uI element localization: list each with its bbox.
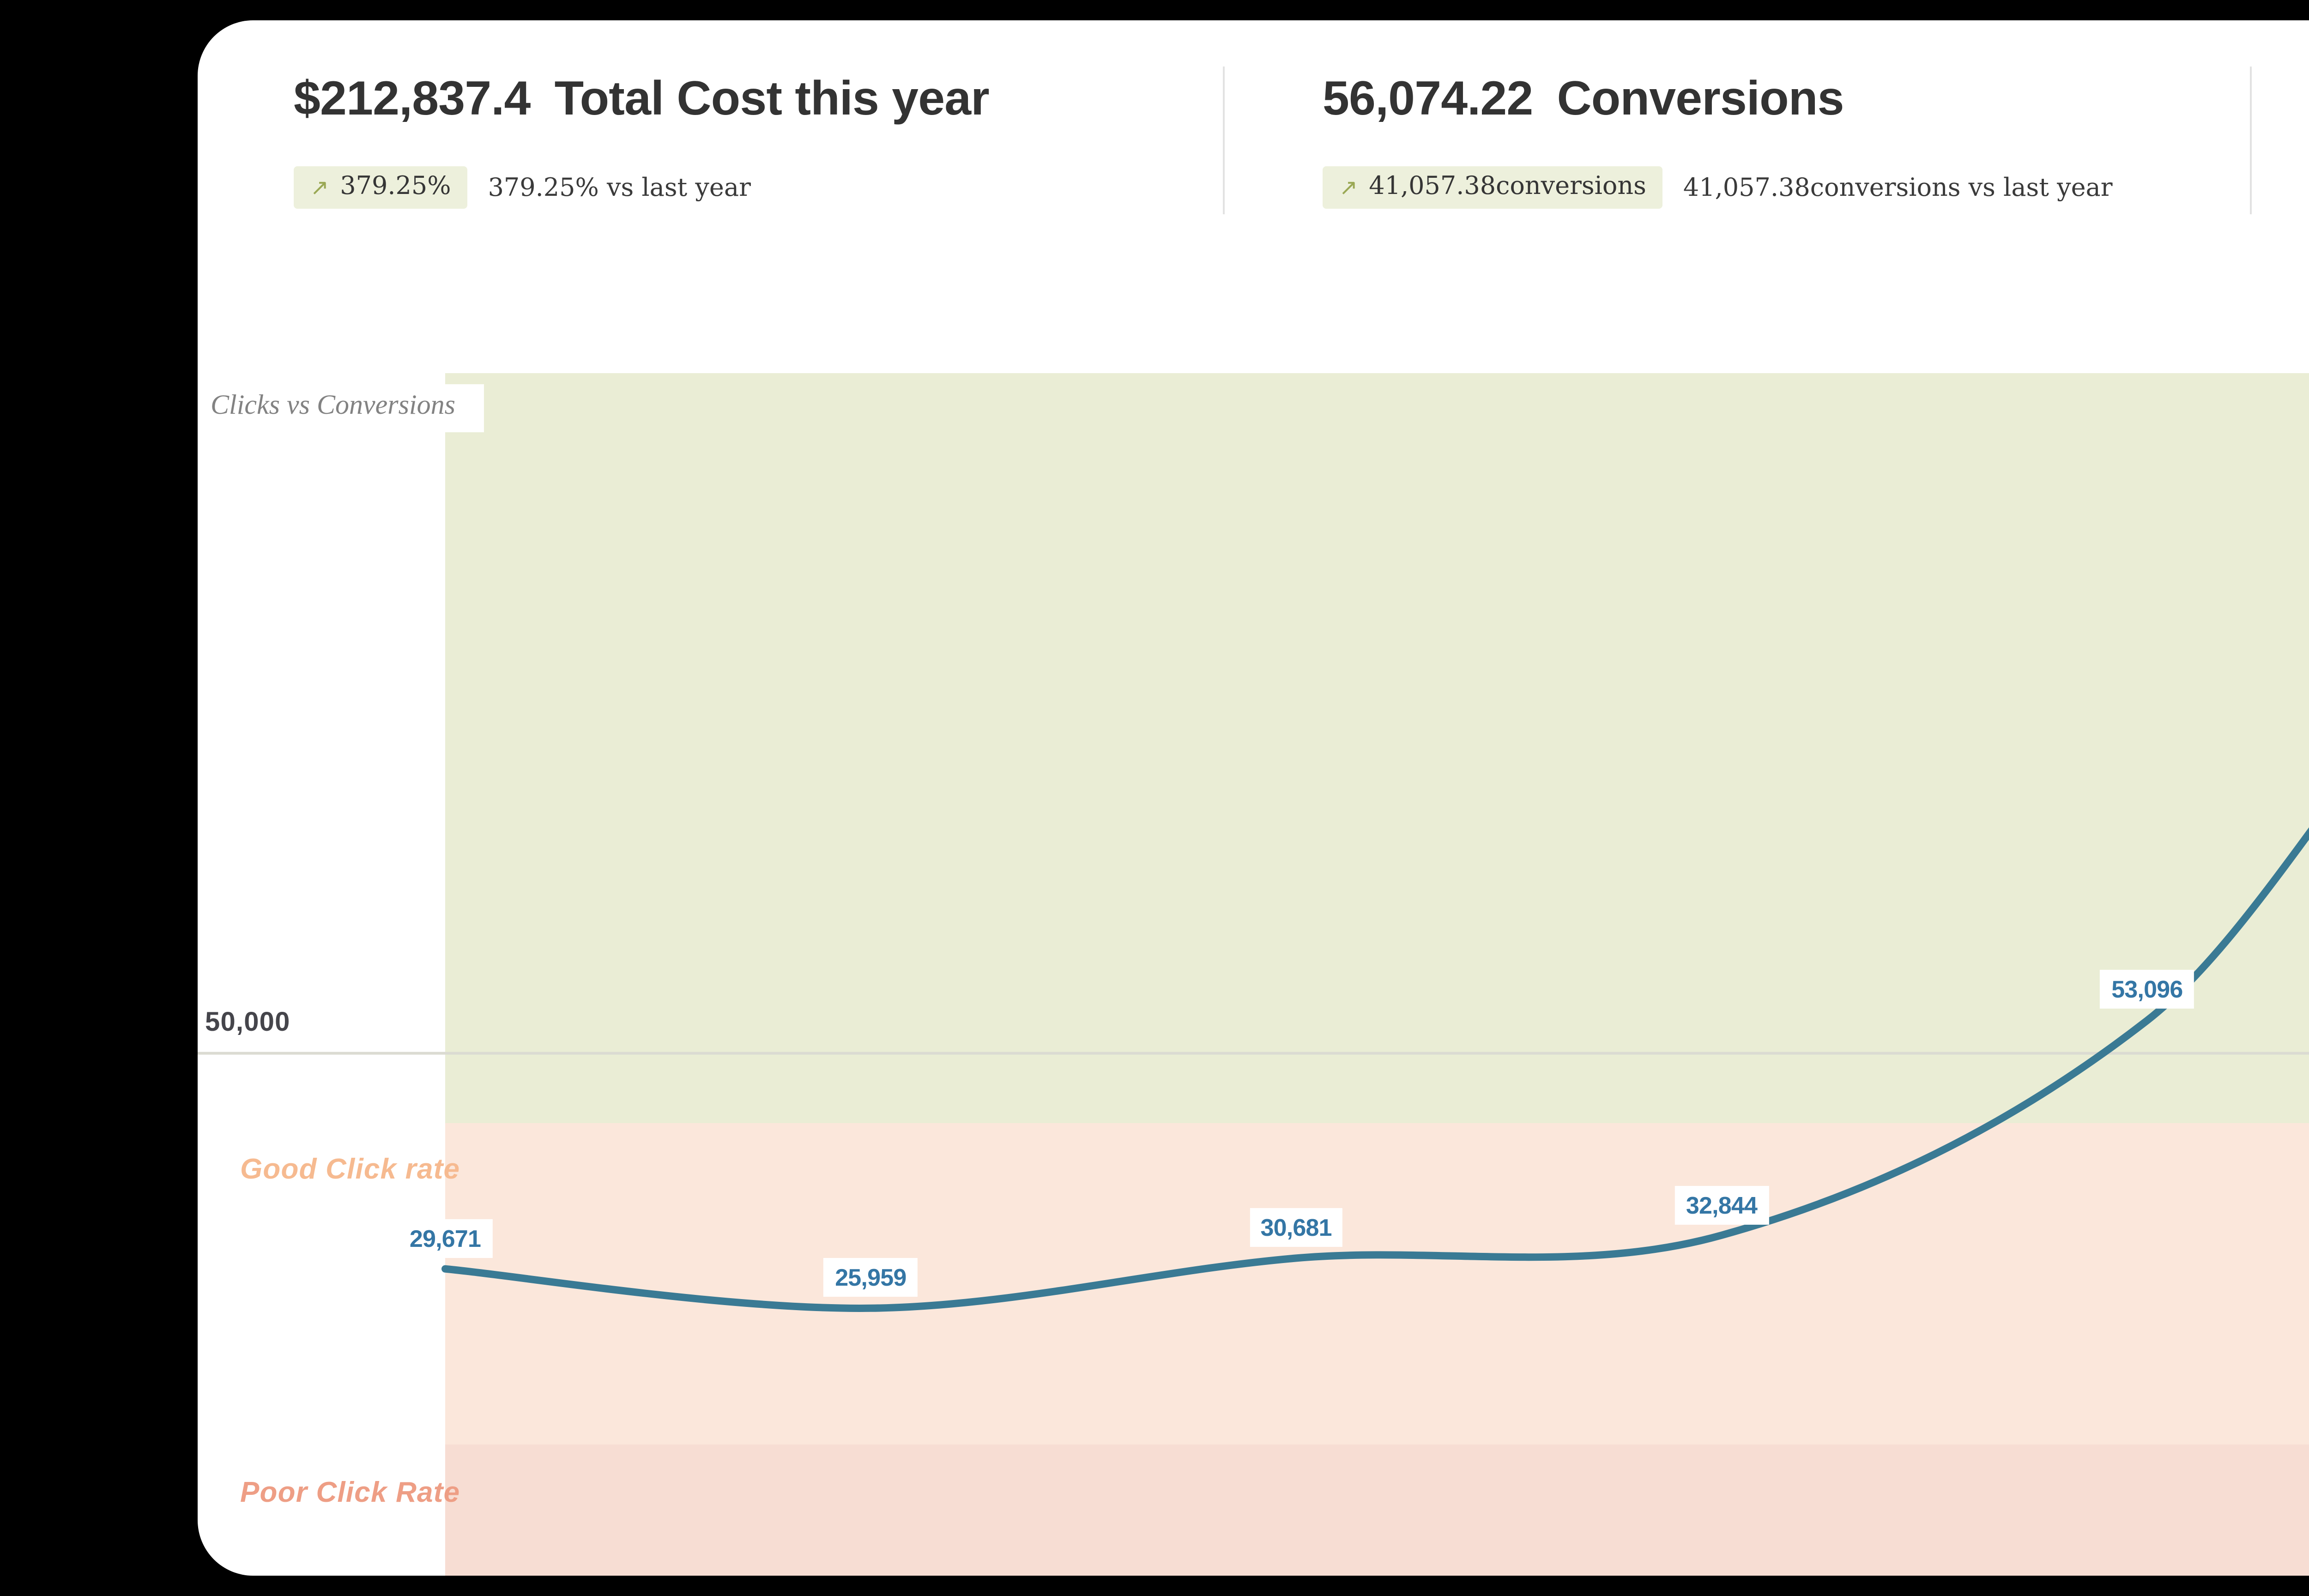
kpi-title-row: 56,074.22 Conversions	[1323, 70, 1844, 127]
trend-up-arrow-icon: ↗	[1339, 175, 1358, 200]
chart-canvas	[198, 373, 2309, 1576]
data-point-label: 29,671	[398, 1219, 492, 1258]
dashboard-card: $212,837.4 Total Cost this year ↗ 379.25…	[198, 20, 2309, 1576]
trend-badge-value: 379.25%	[340, 172, 451, 201]
chart-zone-above-good	[445, 373, 2309, 1123]
trend-badge: ↗ 41,057.38conversions	[1323, 166, 1663, 209]
kpi-divider	[2250, 66, 2252, 214]
kpi-value: $212,837.4	[294, 70, 531, 126]
kpi-value: 56,074.22	[1323, 70, 1533, 126]
comparison-text: 379.25% vs last year	[488, 173, 751, 202]
zone-label-good-click-rate: Good Click rate	[240, 1155, 460, 1186]
chart-title: Clicks vs Conversions	[211, 392, 455, 421]
kpi-comparison-row: ↗ 41,057.38conversions 41,057.38conversi…	[1323, 166, 2113, 209]
kpi-comparison-row: ↗ 379.25% 379.25% vs last year	[294, 166, 751, 209]
kpi-label: Conversions	[1557, 70, 1844, 126]
chart-zone-good-click-rate	[445, 1123, 2309, 1445]
trend-badge: ↗ 379.25%	[294, 166, 468, 209]
data-point-label: 32,844	[1674, 1185, 1769, 1224]
comparison-text: 41,057.38conversions vs last year	[1683, 173, 2113, 202]
kpi-title-row: $212,837.4 Total Cost this year	[294, 70, 990, 127]
kpi-divider	[1223, 66, 1225, 214]
kpi-header: $212,837.4 Total Cost this year ↗ 379.25…	[198, 20, 2309, 371]
data-point-label: 30,681	[1249, 1208, 1343, 1247]
data-point-label: 25,959	[824, 1258, 918, 1297]
trend-up-arrow-icon: ↗	[310, 175, 329, 200]
clicks-line-series	[441, 827, 2309, 1312]
chart-zone-poor-click-rate	[445, 1445, 2309, 1576]
y-axis-tick-label: 50,000	[205, 1009, 290, 1038]
kpi-label: Total Cost this year	[554, 70, 990, 126]
zone-label-poor-click-rate: Poor Click Rate	[240, 1478, 460, 1509]
chart-title-box: Clicks vs Conversions	[198, 384, 483, 432]
data-point-label: 53,096	[2100, 970, 2194, 1010]
trend-badge-value: 41,057.38conversions	[1369, 172, 1646, 201]
clicks-vs-conversions-chart[interactable]: Clicks vs Conversions 50,000 Good Click …	[198, 20, 2309, 1576]
